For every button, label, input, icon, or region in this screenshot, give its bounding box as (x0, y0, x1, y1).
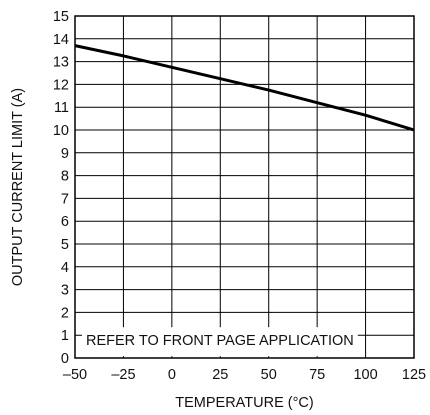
x-tick-label: –50 (63, 367, 87, 383)
y-tick-label: 2 (61, 305, 69, 321)
y-tick-label: 10 (53, 123, 69, 139)
series-line (74, 44, 415, 132)
grid-lines (75, 16, 414, 358)
x-tick-label: 100 (353, 367, 377, 383)
y-tick-label: 7 (61, 191, 69, 207)
series-lines (74, 44, 415, 132)
y-tick-label: 12 (53, 77, 69, 93)
y-tick-label: 6 (61, 214, 69, 230)
y-tick-label: 11 (54, 100, 69, 116)
x-tick-label: 0 (168, 367, 176, 383)
annotation-text: REFER TO FRONT PAGE APPLICATION (86, 333, 354, 349)
y-tick-label: 13 (53, 55, 69, 71)
x-axis-title: TEMPERATURE (°C) (175, 395, 313, 411)
y-tick-label: 8 (61, 169, 69, 185)
y-tick-label: 3 (61, 283, 69, 299)
y-tick-label: 14 (53, 32, 69, 48)
y-tick-label: 5 (61, 237, 69, 253)
annotation-group: REFER TO FRONT PAGE APPLICATION (82, 327, 358, 357)
y-tick-label: 4 (61, 260, 69, 276)
x-tick-label: –25 (111, 367, 135, 383)
y-tick-label: 15 (53, 9, 69, 25)
y-tick-label: 0 (61, 351, 69, 367)
x-tick-labels: –50 –25 0 25 50 75 100 125 (63, 367, 426, 383)
plot-border (74, 15, 415, 359)
x-tick-label: 50 (261, 367, 277, 383)
plot-frame (74, 15, 415, 359)
y-axis-title: OUTPUT CURRENT LIMIT (A) (10, 88, 26, 286)
x-tick-label: 75 (309, 367, 325, 383)
x-tick-label: 125 (402, 367, 426, 383)
x-tick-label: 25 (212, 367, 228, 383)
annotation-background (82, 327, 358, 357)
y-tick-label: 1 (61, 328, 69, 344)
y-tick-label: 9 (61, 146, 69, 162)
